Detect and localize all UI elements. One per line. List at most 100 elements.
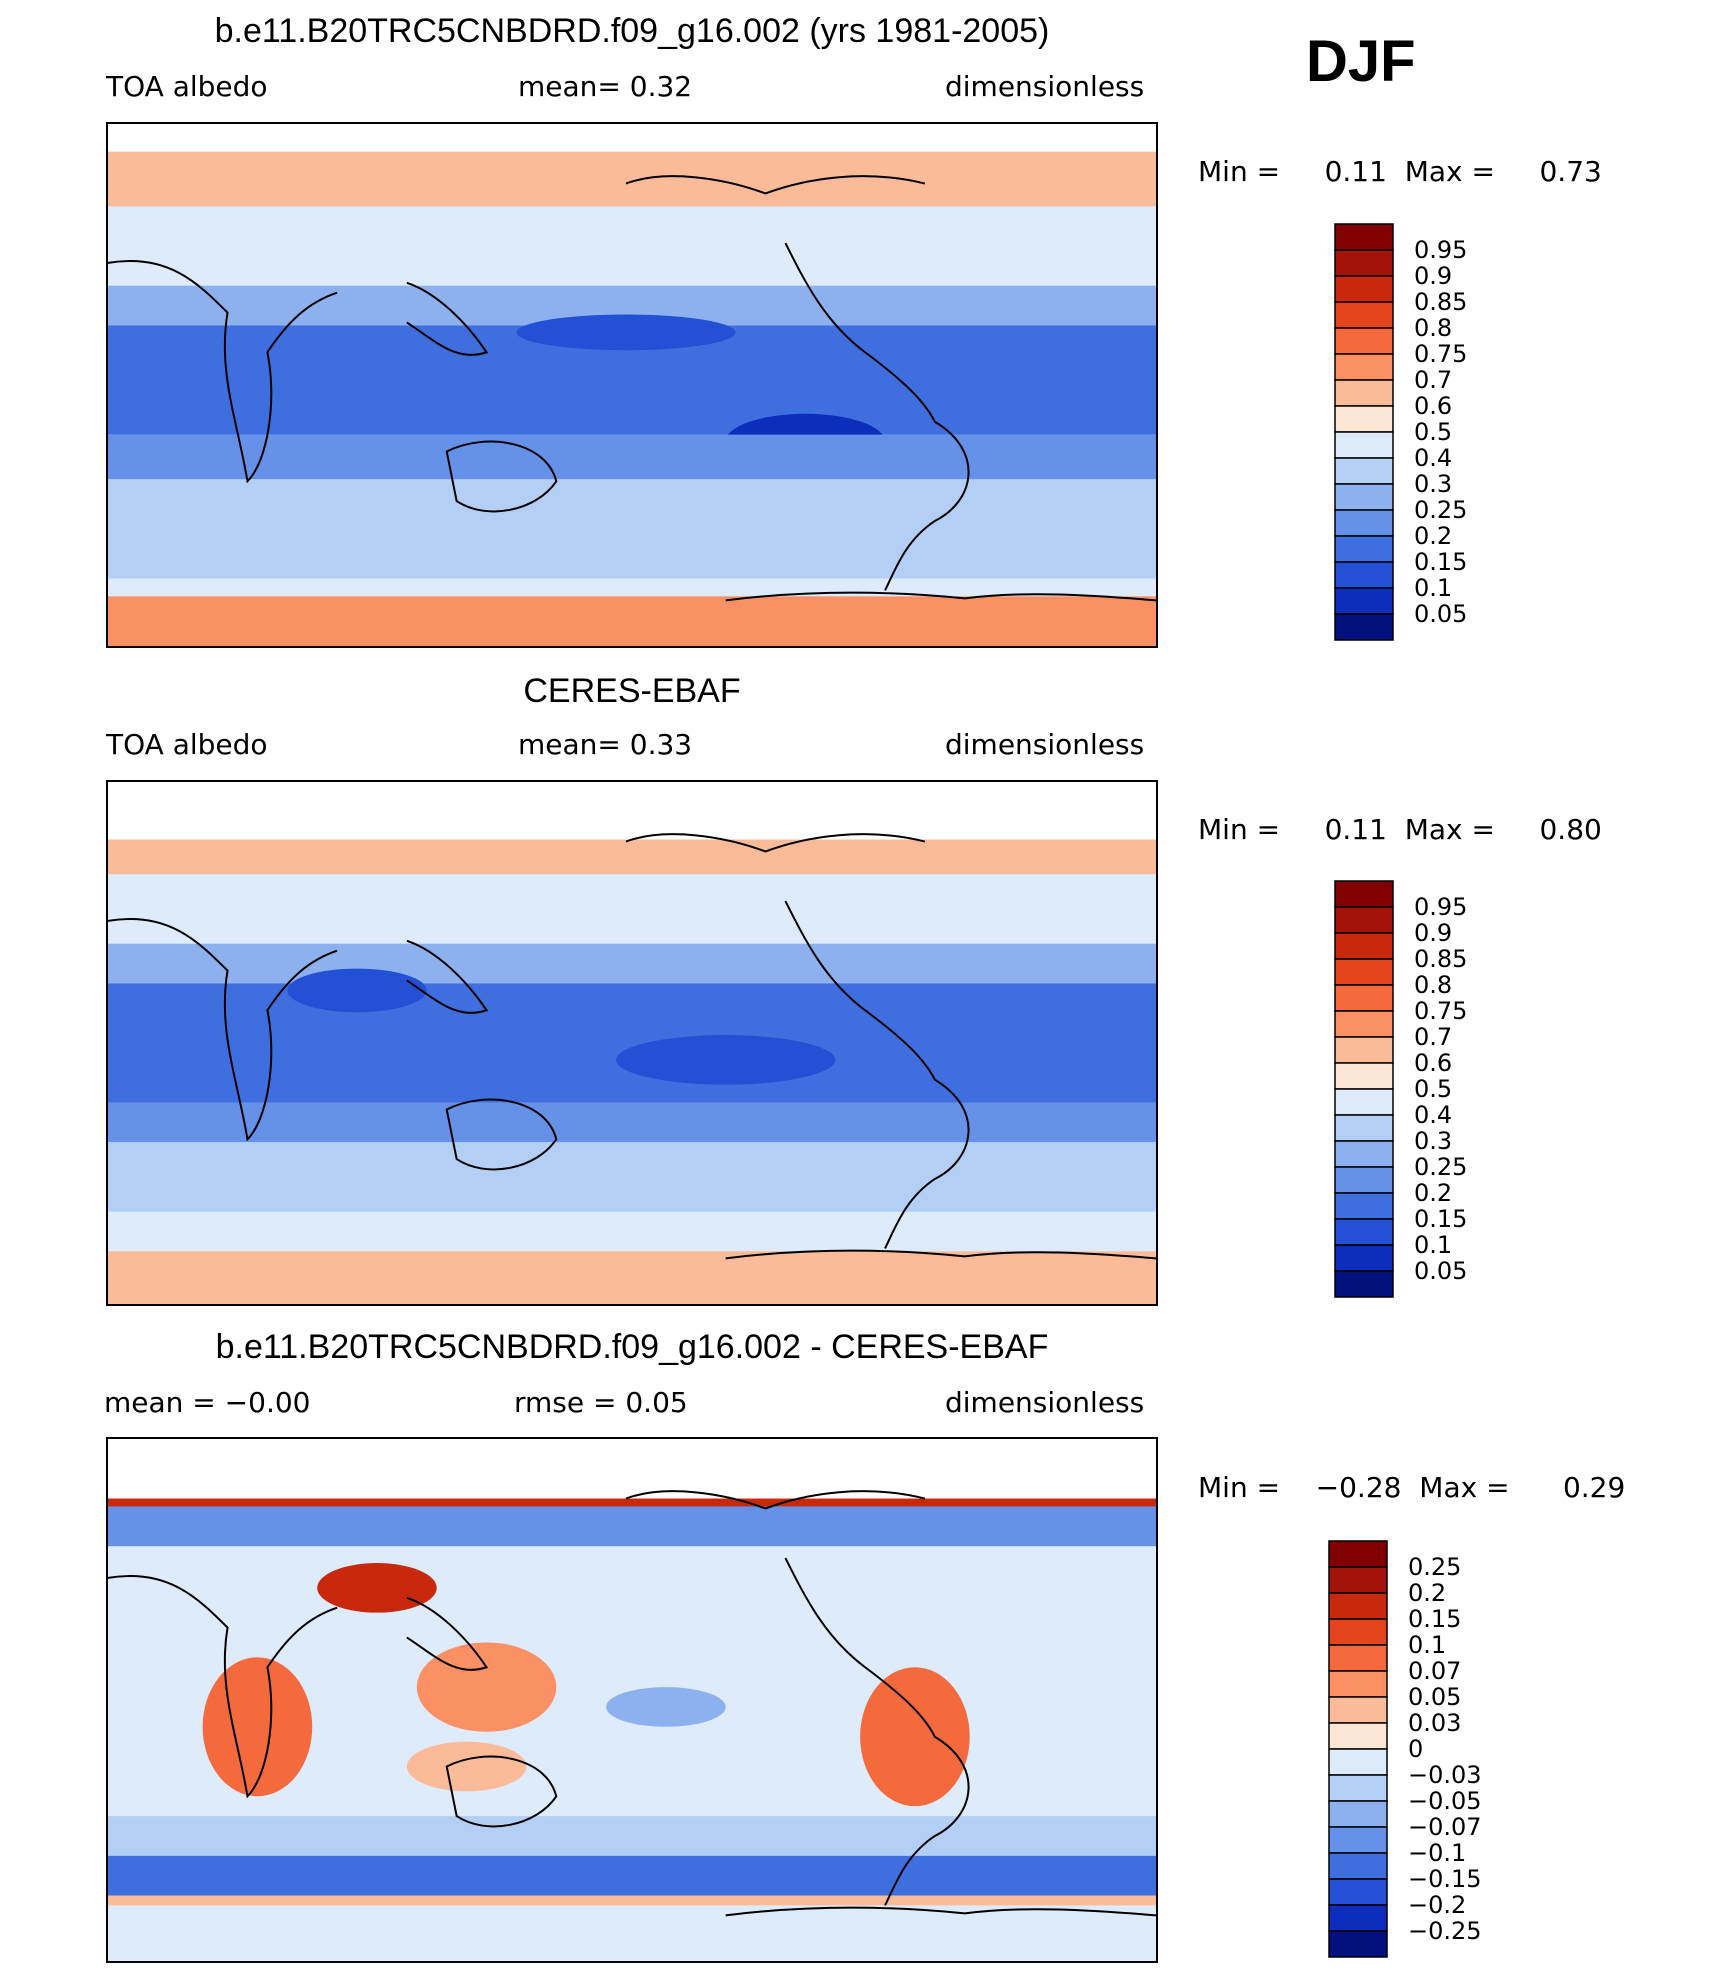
max-value-obs: 0.80 — [1539, 813, 1602, 846]
panel-title-obs: CERES-EBAF — [523, 672, 741, 710]
colorbar-tick-label: 0.85 — [1414, 288, 1467, 316]
min-value-diff: −0.28 — [1315, 1471, 1402, 1504]
colorbar-box — [1328, 1800, 1388, 1828]
min-value-obs: 0.11 — [1324, 813, 1387, 846]
colorbar-box — [1334, 379, 1394, 407]
max-label-obs: Max = — [1404, 813, 1495, 846]
colorbar-tick-label: 0.15 — [1414, 548, 1467, 576]
colorbar-tick-label: 0.75 — [1414, 340, 1467, 368]
colorbar-box — [1328, 1722, 1388, 1750]
panel-left-label-obs: TOA albedo — [106, 728, 268, 761]
max-label-diff: Max = — [1419, 1471, 1510, 1504]
colorbar-box — [1328, 1826, 1388, 1854]
colorbar-box — [1334, 1218, 1394, 1246]
map-obs-svg — [108, 782, 1156, 1304]
colorbar-tick-label: 0.95 — [1414, 236, 1467, 264]
map-diff — [106, 1437, 1158, 1963]
colorbar-tick-label: 0.15 — [1408, 1605, 1461, 1633]
colorbar-tick-label: 0.85 — [1414, 945, 1467, 973]
colorbar-box — [1334, 509, 1394, 537]
min-label-diff: Min = — [1198, 1471, 1281, 1504]
colorbar-box — [1328, 1904, 1388, 1932]
colorbar-tick-label: −0.05 — [1408, 1787, 1482, 1815]
panel-units-obs: dimensionless — [945, 728, 1145, 761]
colorbar-tick-label: 0.15 — [1414, 1205, 1467, 1233]
colorbar-box — [1334, 1166, 1394, 1194]
colorbar-diff: 0.25 0.2 0.15 0.1 0.07 0.05 0.03 0 −0.03 −0.05 −0.… — [1328, 1540, 1496, 1965]
colorbar-box — [1334, 535, 1394, 563]
colorbar-box — [1328, 1540, 1388, 1568]
colorbar-model: 0.95 0.9 0.85 0.8 0.75 0.7 0.6 0.5 0.4 0.3 0.25 0.2… — [1334, 223, 1502, 648]
map-model-svg — [108, 124, 1156, 646]
colorbar-svg: 0.250.20.150.10.070.050.030−0.03−0.05−0.… — [1328, 1540, 1482, 1958]
colorbar-tick-label: 0.9 — [1414, 919, 1452, 947]
colorbar-box — [1334, 958, 1394, 986]
colorbar-tick-label: 0.75 — [1414, 997, 1467, 1025]
colorbar-tick-label: 0.25 — [1414, 496, 1467, 524]
map-model — [106, 122, 1158, 648]
colorbar-tick-label: 0.1 — [1414, 574, 1452, 602]
colorbar-box — [1334, 275, 1394, 303]
colorbar-tick-label: −0.1 — [1408, 1839, 1466, 1867]
colorbar-tick-label: 0.05 — [1414, 600, 1467, 628]
colorbar-box — [1334, 353, 1394, 381]
colorbar-tick-label: 0.1 — [1414, 1231, 1452, 1259]
colorbar-tick-label: 0.8 — [1414, 971, 1452, 999]
colorbar-box — [1334, 1140, 1394, 1168]
colorbar-tick-label: 0.07 — [1408, 1657, 1461, 1685]
season-label: DJF — [1306, 29, 1416, 94]
min-label-obs: Min = — [1198, 813, 1281, 846]
colorbar-svg: 0.950.90.850.80.750.70.60.50.40.30.250.2… — [1334, 880, 1467, 1298]
colorbar-box — [1328, 1696, 1388, 1724]
colorbar-box — [1334, 1114, 1394, 1142]
colorbar-box — [1328, 1774, 1388, 1802]
colorbar-tick-label: 0.5 — [1414, 1075, 1452, 1103]
colorbar-box — [1334, 561, 1394, 589]
panel-left-label-model: TOA albedo — [106, 70, 268, 103]
colorbar-tick-label: 0.4 — [1414, 444, 1452, 472]
colorbar-box — [1334, 1088, 1394, 1116]
colorbar-tick-label: 0.9 — [1414, 262, 1452, 290]
colorbar-box — [1334, 327, 1394, 355]
colorbar-box — [1334, 249, 1394, 277]
colorbar-tick-label: −0.25 — [1408, 1917, 1482, 1945]
colorbar-box — [1334, 457, 1394, 485]
colorbar-box — [1328, 1878, 1388, 1906]
colorbar-tick-label: −0.2 — [1408, 1891, 1466, 1919]
colorbar-tick-label: 0.3 — [1414, 1127, 1452, 1155]
minmax-model: Min = 0.11 Max = 0.73 — [1198, 155, 1602, 188]
panel-units-model: dimensionless — [945, 70, 1145, 103]
colorbar-box — [1334, 984, 1394, 1012]
colorbar-box — [1334, 587, 1394, 615]
colorbar-box — [1328, 1748, 1388, 1776]
panel-center-label-obs: mean= 0.33 — [518, 728, 693, 761]
min-label-model: Min = — [1198, 155, 1281, 188]
panel-title-model: b.e11.B20TRC5CNBDRD.f09_g16.002 (yrs 198… — [214, 12, 1050, 50]
colorbar-box — [1328, 1618, 1388, 1646]
colorbar-box — [1334, 405, 1394, 433]
panel-center-label-model: mean= 0.32 — [518, 70, 693, 103]
colorbar-tick-label: 0.7 — [1414, 366, 1452, 394]
panel-units-diff: dimensionless — [945, 1386, 1145, 1419]
colorbar-tick-label: 0.2 — [1414, 1179, 1452, 1207]
colorbar-tick-label: −0.07 — [1408, 1813, 1482, 1841]
map-diff-svg — [108, 1439, 1156, 1961]
colorbar-tick-label: −0.15 — [1408, 1865, 1482, 1893]
colorbar-tick-label: 0.7 — [1414, 1023, 1452, 1051]
colorbar-tick-label: 0.6 — [1414, 1049, 1452, 1077]
colorbar-tick-label: 0.05 — [1408, 1683, 1461, 1711]
minmax-diff: Min = −0.28 Max = 0.29 — [1198, 1471, 1625, 1504]
colorbar-tick-label: −0.03 — [1408, 1761, 1482, 1789]
max-label-model: Max = — [1404, 155, 1495, 188]
colorbar-tick-label: 0 — [1408, 1735, 1423, 1763]
map-obs — [106, 780, 1158, 1306]
max-value-diff: 0.29 — [1562, 1471, 1626, 1504]
colorbar-box — [1328, 1644, 1388, 1672]
colorbar-tick-label: 0.5 — [1414, 418, 1452, 446]
colorbar-box — [1334, 301, 1394, 329]
colorbar-tick-label: 0.4 — [1414, 1101, 1452, 1129]
colorbar-box — [1334, 223, 1394, 251]
colorbar-box — [1334, 483, 1394, 511]
colorbar-box — [1334, 1036, 1394, 1064]
colorbar-box — [1334, 1010, 1394, 1038]
